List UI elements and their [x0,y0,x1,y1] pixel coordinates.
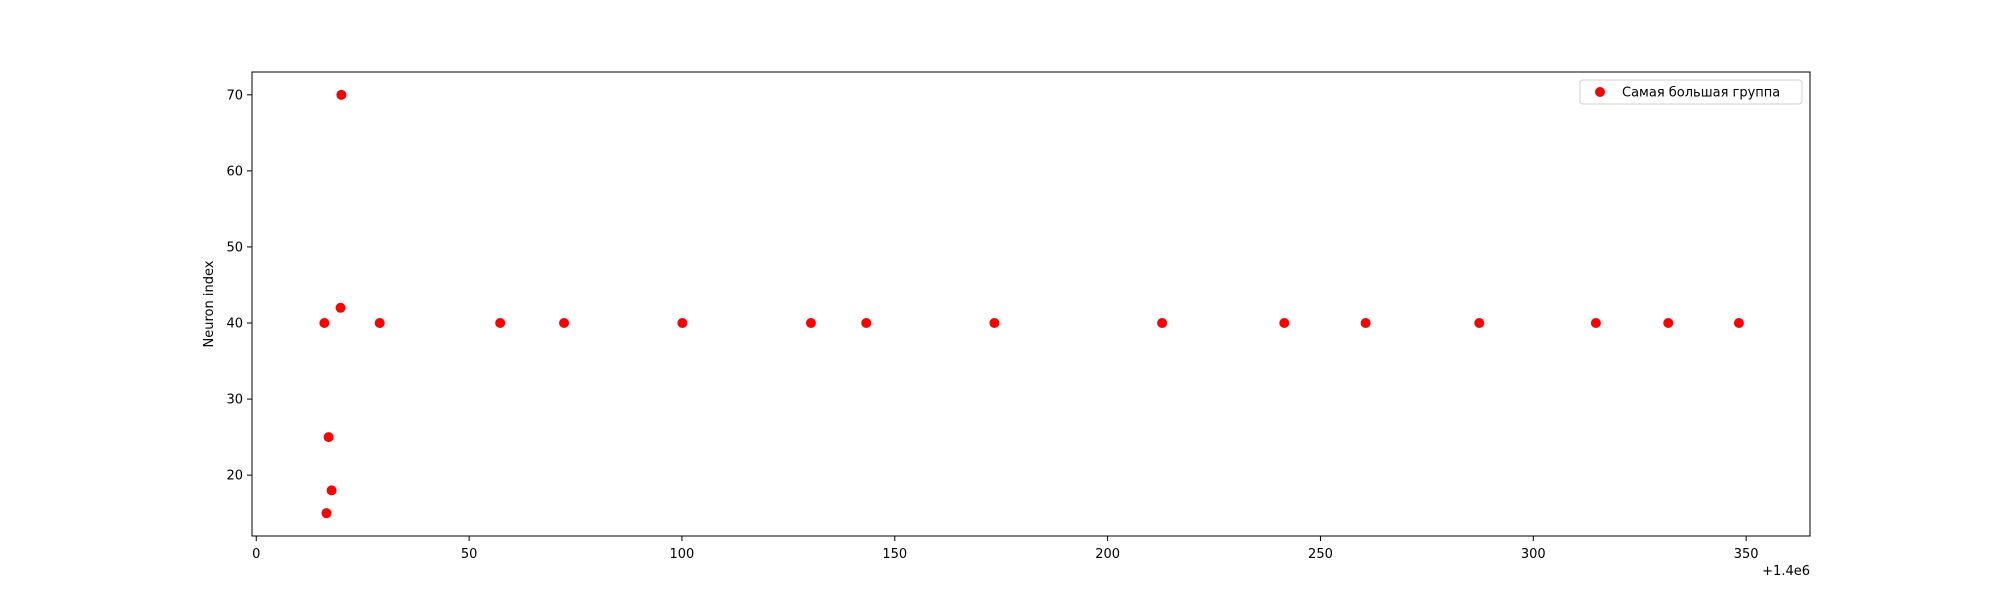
data-point [1590,318,1601,329]
y-tick-label: 50 [226,240,243,255]
legend: Самая большая группа [1579,79,1803,105]
data-point [989,318,1000,329]
x-axis-offset-label: +1.4e6 [1762,564,1810,579]
data-point [374,318,385,329]
x-tick-label: 100 [670,547,695,562]
x-tick-label: 0 [252,547,260,562]
data-point [321,508,332,519]
data-point [1474,318,1485,329]
data-point [1663,318,1674,329]
y-tick-label: 20 [226,469,243,484]
y-tick-label: 40 [226,317,243,332]
y-axis: 20 30 40 50 60 70 [226,88,252,484]
data-point [495,318,506,329]
data-point [1157,318,1168,329]
data-point [861,318,872,329]
y-tick-label: 60 [226,164,243,179]
legend-box [1579,79,1803,105]
data-point [1733,318,1744,329]
data-point [335,302,346,313]
data-point [677,318,688,329]
axes-frame [251,71,1811,537]
legend-marker [1595,87,1605,97]
data-point [319,318,330,329]
x-tick-label: 350 [1734,547,1759,562]
data-point [326,485,337,496]
data-point [805,318,816,329]
data-point [323,432,334,443]
y-axis-label: Neuron index [202,260,217,347]
x-tick-label: 150 [882,547,907,562]
x-tick-label: 300 [1521,547,1546,562]
legend-label: Самая большая группа [1622,86,1780,101]
data-points [319,89,1744,519]
y-tick-label: 30 [226,393,243,408]
data-point [559,318,570,329]
data-point [1360,318,1371,329]
x-tick-label: 200 [1095,547,1120,562]
x-tick-label: 250 [1308,547,1333,562]
data-point [1279,318,1290,329]
x-tick-label: 50 [461,547,478,562]
data-point [336,89,347,100]
y-tick-label: 70 [226,88,243,103]
plot-border [251,71,1811,537]
x-axis: 0 50 100 150 200 250 300 350 [252,536,1759,562]
